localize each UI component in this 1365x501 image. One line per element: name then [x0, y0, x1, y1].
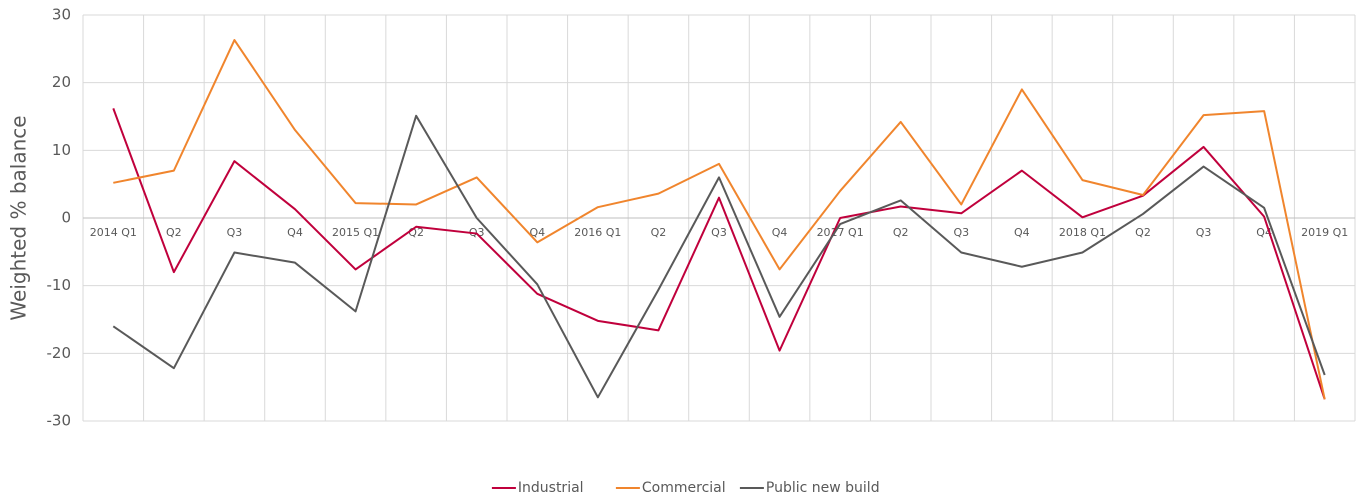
- x-tick-label: 2015 Q1: [332, 226, 379, 239]
- x-tick-label: Q2: [651, 226, 667, 239]
- series-line: [112, 114, 1326, 399]
- x-tick-label: Q4: [529, 226, 545, 239]
- x-tick-label: Q3: [227, 226, 243, 239]
- y-tick-label: -30: [47, 412, 72, 430]
- y-tick-label: -10: [47, 276, 72, 294]
- x-tick-label: Q4: [772, 226, 788, 239]
- x-tick-label: 2014 Q1: [90, 226, 137, 239]
- x-tick-label: Q4: [1014, 226, 1030, 239]
- y-tick-label: 20: [52, 73, 71, 91]
- y-tick-label: -20: [47, 344, 72, 362]
- x-tick-label: Q2: [893, 226, 909, 239]
- x-tick-label: Q2: [166, 226, 182, 239]
- x-tick-label: Q4: [287, 226, 303, 239]
- x-tick-label: 2018 Q1: [1059, 226, 1106, 239]
- y-tick-label: 30: [52, 6, 71, 24]
- x-tick-label: Q3: [1196, 226, 1212, 239]
- legend-label: Commercial: [642, 480, 726, 496]
- legend-label: Industrial: [518, 480, 584, 496]
- series-line: [112, 108, 1326, 400]
- y-tick-label: 0: [61, 209, 71, 227]
- legend-label: Public new build: [766, 480, 880, 496]
- x-tick-label: Q2: [1135, 226, 1151, 239]
- x-tick-label: 2016 Q1: [574, 226, 621, 239]
- x-tick-label: Q3: [953, 226, 969, 239]
- x-tick-label: 2019 Q1: [1301, 226, 1348, 239]
- y-tick-label: 10: [52, 141, 71, 159]
- x-tick-label: Q3: [711, 226, 727, 239]
- series-line: [113, 39, 1326, 400]
- x-tick-label: Q3: [469, 226, 485, 239]
- y-axis-label: Weighted % balance: [7, 115, 31, 320]
- x-tick-label: 2017 Q1: [817, 226, 864, 239]
